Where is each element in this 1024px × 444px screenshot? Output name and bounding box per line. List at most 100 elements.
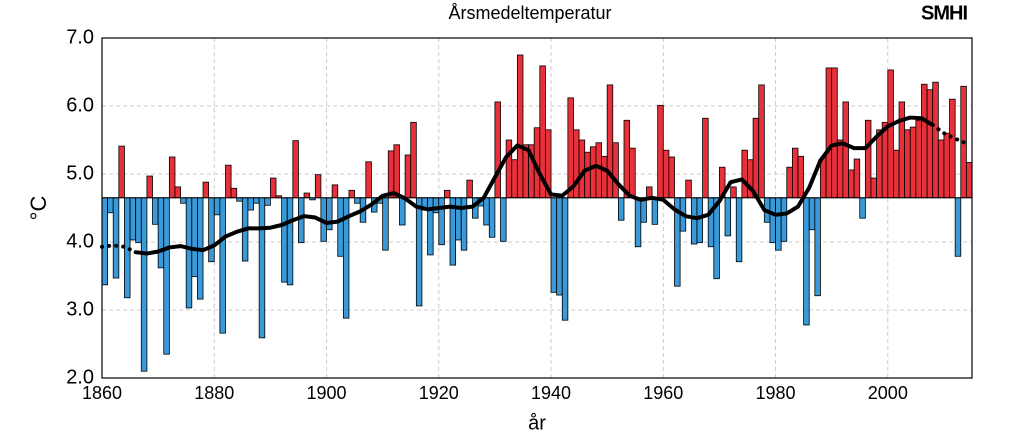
bar xyxy=(483,197,490,226)
bar xyxy=(932,81,939,199)
bar xyxy=(870,177,877,199)
x-tick-label: 1880 xyxy=(194,383,234,403)
bar xyxy=(791,147,799,199)
bar xyxy=(326,197,333,231)
bar xyxy=(864,119,872,199)
bar xyxy=(118,145,125,199)
bar xyxy=(219,197,226,334)
bar xyxy=(808,197,816,231)
bar xyxy=(146,175,153,199)
bar xyxy=(438,197,445,246)
bar xyxy=(859,197,866,219)
bar xyxy=(135,197,142,244)
bar xyxy=(690,197,698,245)
bar xyxy=(724,197,732,237)
bar xyxy=(202,181,210,199)
bar xyxy=(292,140,299,199)
bar xyxy=(696,197,703,244)
bar xyxy=(281,197,288,283)
bar xyxy=(617,197,625,221)
bar xyxy=(825,67,833,199)
bar xyxy=(657,104,664,199)
bar xyxy=(876,129,883,199)
trend-line-dotted xyxy=(100,123,969,255)
bar xyxy=(685,179,692,199)
bar xyxy=(225,164,232,199)
bar xyxy=(921,83,928,199)
bar xyxy=(354,197,361,204)
bar xyxy=(887,69,894,199)
bar xyxy=(163,197,170,355)
bar xyxy=(595,142,602,199)
chart-title: Årsmedeltemperatur xyxy=(448,3,611,23)
bar xyxy=(269,177,277,199)
bar xyxy=(180,197,187,204)
bar xyxy=(752,117,760,199)
bar xyxy=(107,197,114,214)
y-tick-label: 7.0 xyxy=(66,26,94,48)
bar xyxy=(516,54,524,199)
bar xyxy=(612,142,619,199)
bar xyxy=(634,197,642,248)
bar xyxy=(208,197,215,263)
bar xyxy=(168,156,176,199)
bar xyxy=(926,89,934,199)
bar xyxy=(365,161,372,199)
bar xyxy=(820,157,827,199)
bar xyxy=(191,197,198,278)
bar xyxy=(730,186,737,199)
bar xyxy=(898,101,906,199)
bar xyxy=(303,192,311,199)
bar xyxy=(387,150,395,199)
bar xyxy=(584,151,591,199)
bar xyxy=(814,197,821,297)
bar xyxy=(651,197,659,225)
plot-frame xyxy=(101,37,973,379)
bar xyxy=(741,149,748,199)
bar xyxy=(803,197,810,326)
bar xyxy=(561,197,569,321)
bar xyxy=(348,189,355,199)
bar xyxy=(893,149,900,199)
bar xyxy=(393,144,400,199)
bar xyxy=(247,197,254,211)
bar xyxy=(786,166,793,199)
bar xyxy=(286,197,294,286)
bar xyxy=(904,129,911,199)
bar xyxy=(668,156,675,199)
bar xyxy=(337,197,344,257)
bar xyxy=(831,67,838,199)
y-axis-label: °C xyxy=(26,196,51,221)
bar xyxy=(140,197,148,372)
bar xyxy=(965,162,973,199)
logo: SMHI xyxy=(921,2,967,24)
y-tick-label: 6.0 xyxy=(66,94,94,116)
bar xyxy=(780,197,788,242)
bar xyxy=(466,179,473,199)
bar xyxy=(556,197,563,296)
bar xyxy=(213,197,221,216)
bar xyxy=(298,197,305,244)
bar xyxy=(112,197,120,279)
bar xyxy=(157,197,165,269)
bar xyxy=(488,197,496,238)
bar xyxy=(331,184,339,199)
bar xyxy=(427,197,434,256)
x-tick-label: 2000 xyxy=(868,383,908,403)
bar xyxy=(769,197,776,244)
bar xyxy=(707,197,715,248)
y-tick-label: 5.0 xyxy=(66,162,94,184)
bar xyxy=(415,197,423,307)
bar xyxy=(511,159,518,199)
bar xyxy=(943,132,950,199)
bar xyxy=(662,149,670,199)
x-tick-label: 1900 xyxy=(306,383,346,403)
bar xyxy=(505,139,513,199)
bar xyxy=(937,139,945,199)
bar xyxy=(550,197,558,293)
bar xyxy=(455,197,462,241)
bar xyxy=(589,146,597,199)
bar xyxy=(152,197,159,225)
bar xyxy=(382,197,389,251)
